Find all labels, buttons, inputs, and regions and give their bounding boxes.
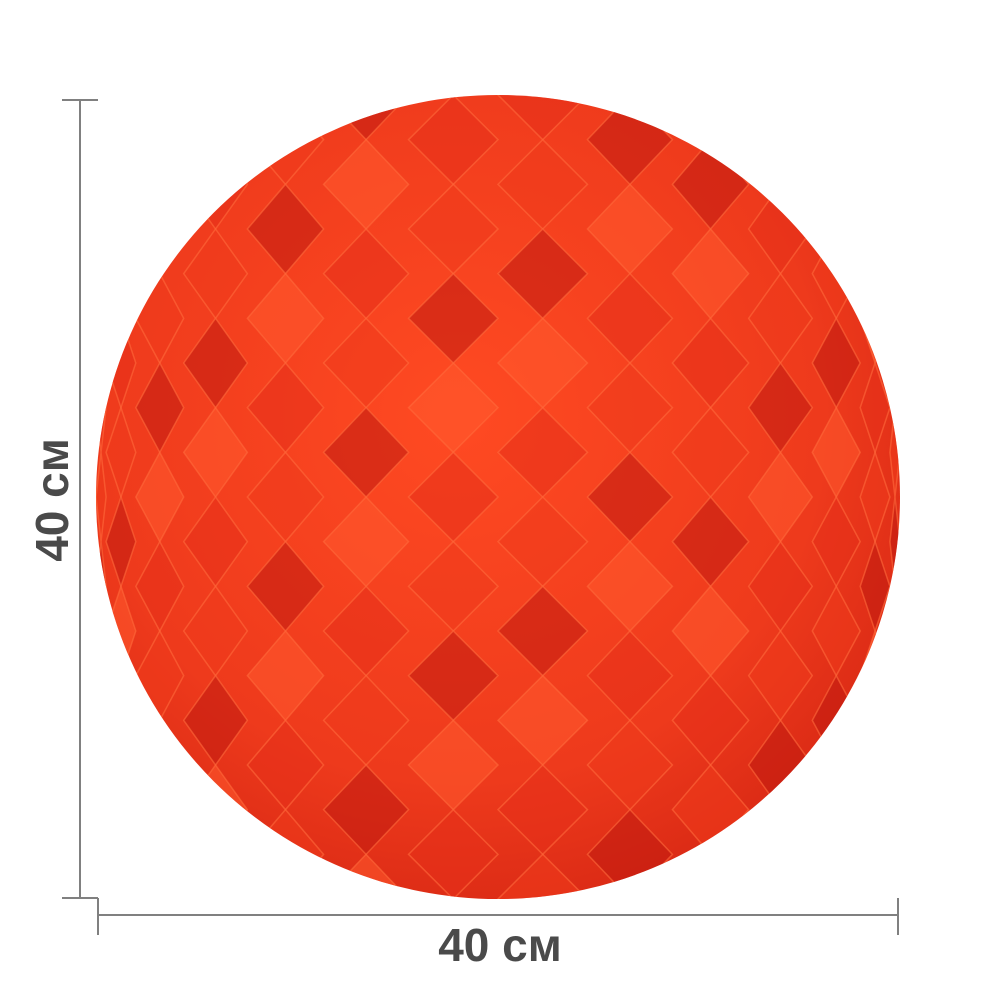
- honeycomb-cell: [496, 853, 589, 899]
- width-label: 40 см: [438, 919, 562, 971]
- honeycomb-cell: [889, 139, 900, 230]
- honeycomb-cell: [859, 181, 891, 277]
- honeycomb-cell: [859, 95, 891, 98]
- honeycomb-cell: [672, 944, 748, 1000]
- honeycomb-cell: [671, 95, 750, 141]
- honeycomb-cell: [96, 809, 107, 899]
- honeycomb-cell: [184, 944, 248, 1000]
- honeycomb-cell: [96, 95, 107, 185]
- honeycomb-cell: [324, 944, 409, 1000]
- honeycomb-cell: [134, 95, 185, 186]
- honeycomb-cell: [246, 897, 325, 899]
- honeycomb-cell: [811, 852, 862, 899]
- honeycomb-cell: [586, 95, 674, 97]
- honeycomb-cell: [811, 763, 862, 856]
- height-label: 40 см: [26, 438, 78, 562]
- honeycomb-cell: [747, 95, 814, 97]
- honeycomb-cell: [890, 944, 900, 1000]
- honeycomb-cell: [747, 95, 814, 186]
- honeycomb-cell: [105, 851, 137, 899]
- width-dimension-line: [97, 898, 899, 935]
- honeycomb-cell: [586, 808, 674, 899]
- honeycomb-cell: [182, 95, 249, 141]
- height-dimension-line: [62, 99, 98, 899]
- honeycomb-cell: [134, 95, 185, 97]
- honeycomb-cell: [106, 944, 136, 1000]
- honeycomb-cell: [889, 764, 900, 855]
- honeycomb-cell: [812, 944, 860, 1000]
- honeycomb-cell: [105, 137, 137, 232]
- honeycomb-cell: [134, 897, 185, 899]
- honeycomb-cell: [407, 808, 500, 899]
- honeycomb-cell: [747, 897, 814, 899]
- honeycomb-cell: [747, 808, 814, 899]
- honeycomb-cell: [105, 95, 137, 143]
- honeycomb-cell: [96, 95, 107, 96]
- honeycomb-cell: [105, 762, 137, 857]
- honeycomb-cell: [586, 897, 674, 899]
- honeycomb-cell: [407, 95, 500, 97]
- honeycomb-cell: [811, 138, 862, 231]
- honeycomb-cell: [859, 95, 891, 187]
- honeycomb-cell: [182, 853, 249, 899]
- honeycomb-cell: [859, 896, 891, 899]
- honeycomb-cell: [96, 184, 107, 274]
- honeycomb-cell: [96, 720, 107, 810]
- honeycomb-cell: [859, 717, 891, 813]
- honeycomb-cell: [811, 95, 862, 142]
- honeycomb-cell: [859, 807, 891, 899]
- honeycomb-cell: [96, 630, 107, 721]
- honeycomb-cell: [134, 808, 185, 899]
- honeycomb-cell: [889, 586, 900, 676]
- honeycomb-cell: [246, 95, 325, 97]
- honeycomb-cell: [889, 228, 900, 319]
- honeycomb-cell: [105, 673, 137, 768]
- honeycomb-cell: [96, 273, 107, 364]
- honeycomb-cell: [889, 675, 900, 766]
- honeycomb-cell: [105, 226, 137, 321]
- honeycomb-cell: [889, 318, 900, 408]
- honeycomb-cell: [671, 853, 750, 899]
- honeycomb-cells: [96, 95, 900, 1000]
- honeycomb-cell: [889, 95, 900, 140]
